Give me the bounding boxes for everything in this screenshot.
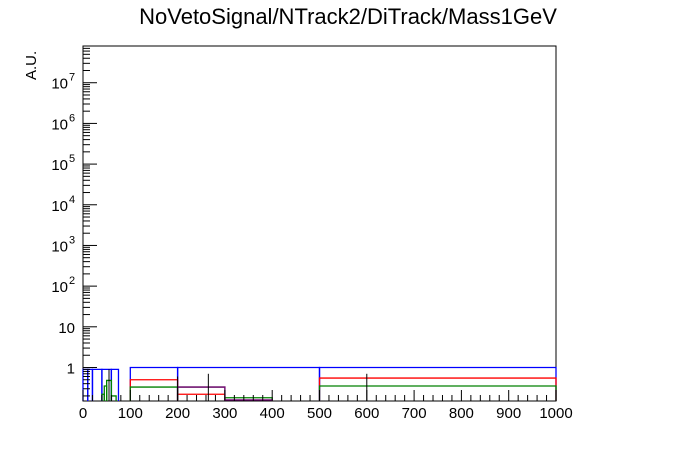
- histogram-bin: [176, 366, 321, 401]
- y-tick-label: 10 4: [51, 194, 75, 215]
- y-tick-base: 10: [51, 116, 68, 133]
- y-tick-base: 10: [51, 279, 68, 296]
- y-tick-label: 10 2: [51, 275, 75, 296]
- y-tick-base: 10: [58, 320, 75, 337]
- histogram-bin: [91, 368, 103, 401]
- histogram-series-2: [129, 377, 557, 401]
- y-tick-label: 10 3: [51, 234, 75, 255]
- x-tick-label: 100: [118, 405, 143, 422]
- y-tick-base: 10: [51, 157, 68, 174]
- y-tick-exponent: 5: [69, 153, 75, 165]
- x-tick-label: 600: [354, 405, 379, 422]
- histogram-bin: [176, 393, 226, 401]
- x-tick-label: 900: [496, 405, 521, 422]
- plot-area-border: [82, 45, 557, 402]
- histogram-bin: [129, 386, 179, 401]
- x-tick-label: 500: [307, 405, 332, 422]
- chart-title: NoVetoSignal/NTrack2/DiTrack/Mass1GeV: [139, 4, 557, 29]
- error-bars: [108, 369, 368, 401]
- histogram-bin: [318, 366, 557, 401]
- y-tick-label: 1: [67, 360, 75, 377]
- x-tick-label: 800: [449, 405, 474, 422]
- y-tick-exponent: 7: [69, 72, 75, 84]
- x-tick-label: 0: [79, 405, 87, 422]
- histogram-bin: [129, 379, 179, 401]
- y-axis-label: A.U.: [23, 51, 40, 80]
- histogram-bin: [318, 385, 557, 401]
- y-tick-label: 10 6: [51, 112, 75, 133]
- y-tick-exponent: 3: [69, 234, 75, 246]
- y-tick-exponent: 4: [69, 194, 75, 206]
- x-tick-label: 300: [212, 405, 237, 422]
- x-tick-label: 400: [260, 405, 285, 422]
- y-tick-base: 10: [51, 76, 68, 93]
- histogram-bin: [110, 395, 117, 401]
- x-tick-label: 700: [402, 405, 427, 422]
- y-tick-base: 10: [51, 238, 68, 255]
- histogram-bin: [129, 366, 179, 401]
- y-tick-base: 10: [51, 198, 68, 215]
- y-tick-exponent: 6: [69, 112, 75, 124]
- x-tick-label: 1000: [539, 405, 572, 422]
- x-axis: 0 100 200 300 400 500 600 700 800 900 1000: [79, 390, 573, 422]
- y-tick-exponent: 2: [69, 275, 75, 287]
- y-tick-label: 10 7: [51, 72, 75, 93]
- histogram-bin: [318, 377, 557, 401]
- y-tick-label: 10 5: [51, 153, 75, 174]
- y-tick-base: 1: [67, 360, 75, 377]
- x-tick-label: 200: [165, 405, 190, 422]
- y-tick-label: 10: [58, 320, 75, 337]
- plot-frame: [82, 45, 557, 402]
